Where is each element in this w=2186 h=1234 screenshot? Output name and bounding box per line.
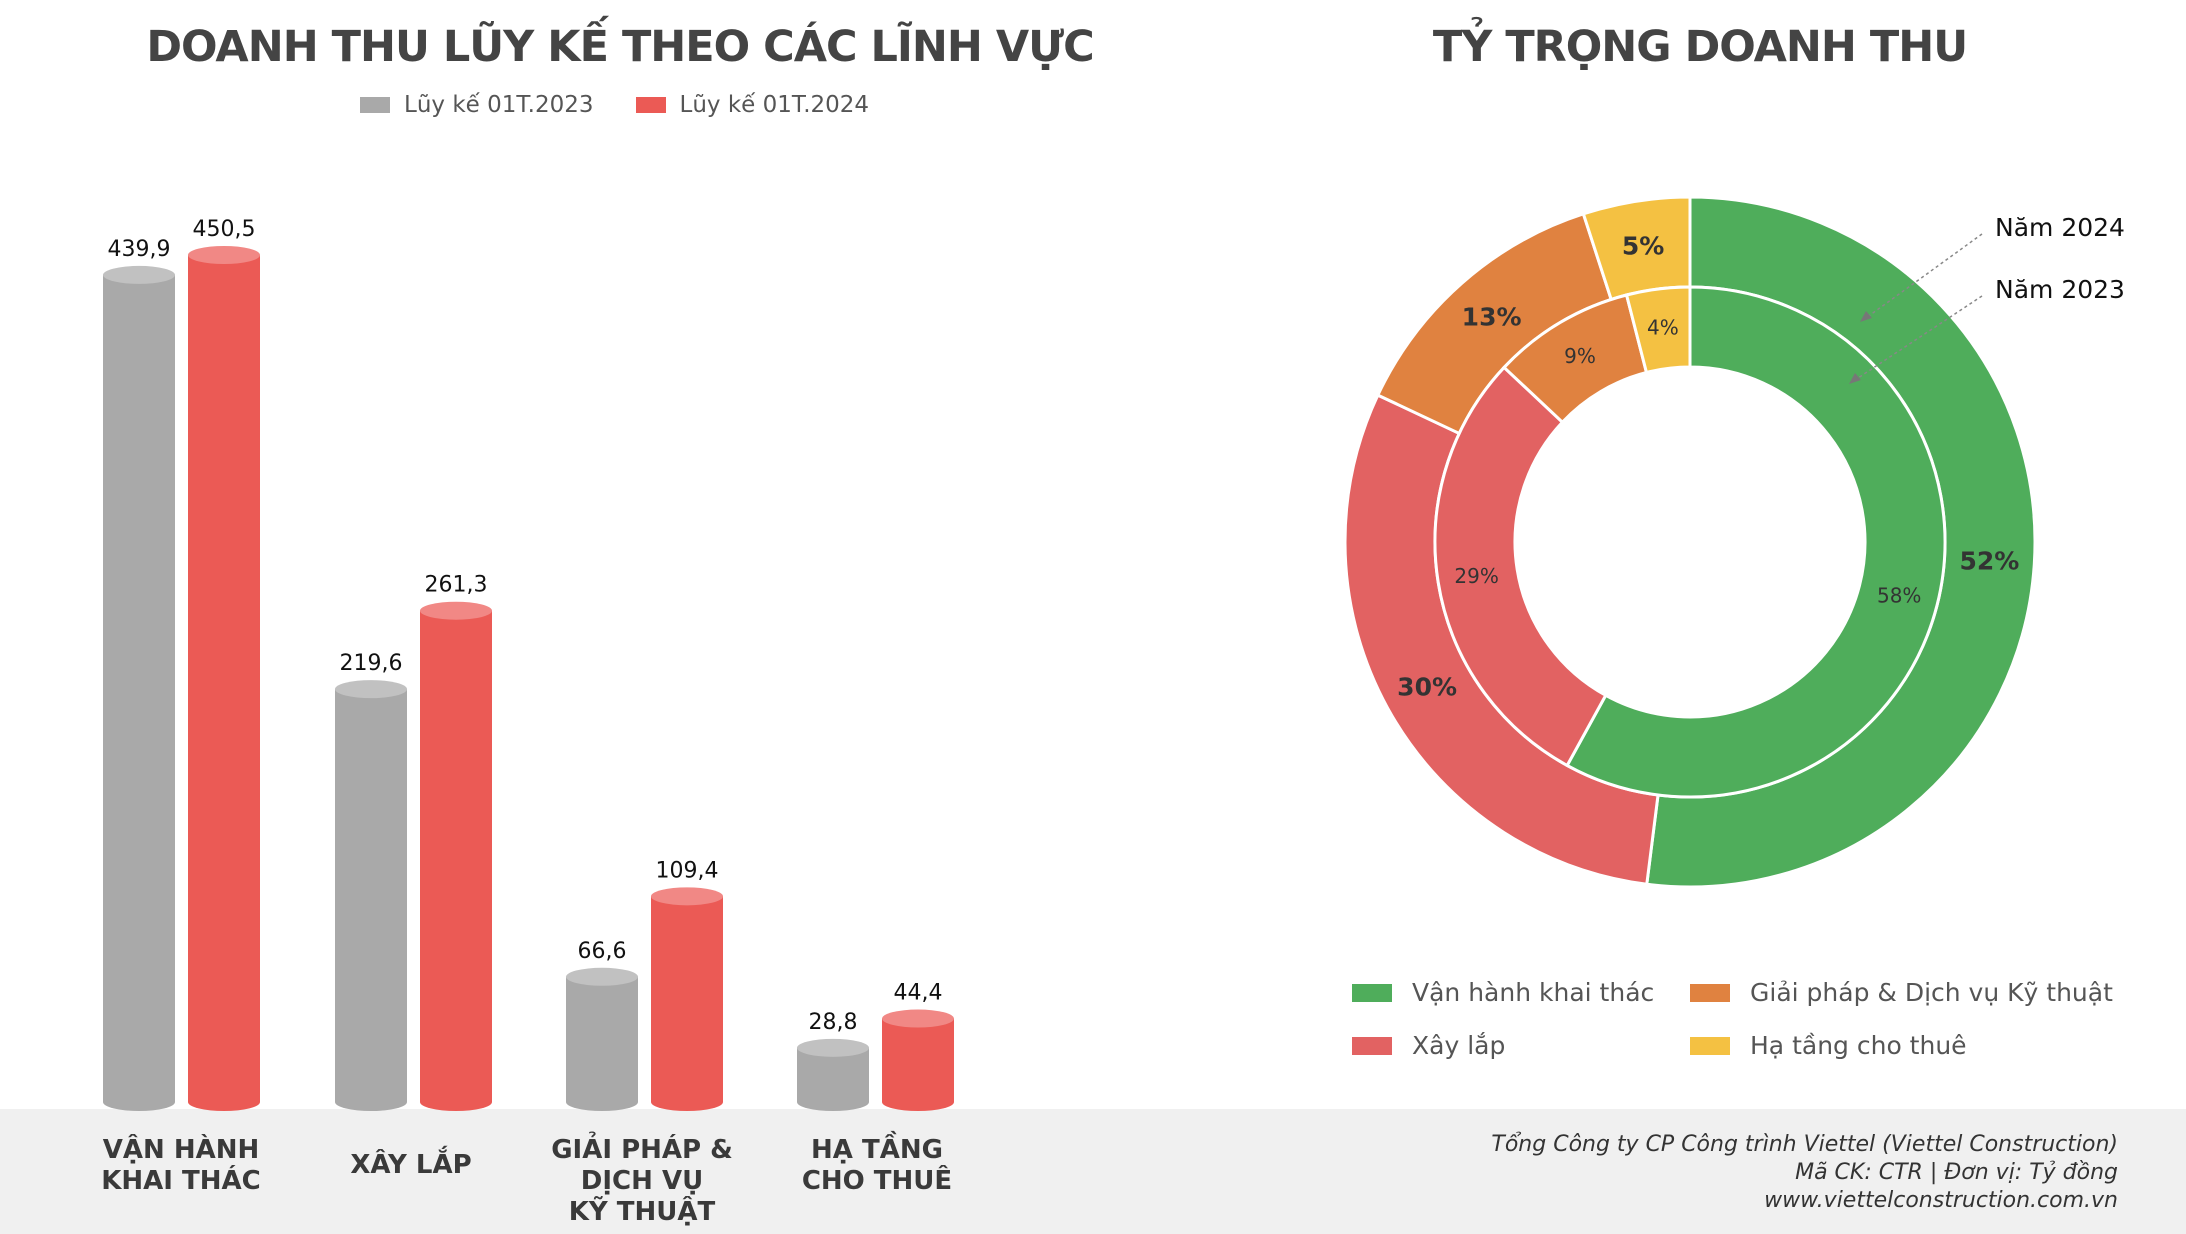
donut-chart-title: TỶ TRỌNG DOANH THU [1432,22,1968,72]
bar-top [188,246,260,264]
bar-2023-3: 28,8 [797,1010,869,1111]
bar-value-label: 109,4 [656,858,719,883]
category-line: KHAI THÁC [101,1166,261,1196]
legend-label: Giải pháp & Dịch vụ Kỹ thuật [1750,978,2113,1007]
legend-swatch-yellow [1690,1036,1730,1055]
legend-label: Vận hành khai thác [1412,978,1655,1007]
bar-top [651,887,723,906]
bar-top [882,1009,954,1028]
legend-label-2023: Lũy kế 01T.2023 [404,92,594,118]
donut-inner-label: 58% [1877,584,1921,608]
ring-pointer-inner-arrow [1849,373,1861,384]
bar-body [882,1018,954,1111]
bar-value-label: 28,8 [809,1010,858,1035]
legend-swatch-red [1352,1036,1392,1055]
bar-value-label: 44,4 [894,981,943,1006]
donut-legend-item-giai-phap: Giải pháp & Dịch vụ Kỹ thuật [1690,978,2113,1007]
footer-band [0,1109,2186,1234]
bar-body [566,976,638,1111]
legend-swatch-green [1352,983,1392,1002]
donut-inner-label: 29% [1454,564,1498,588]
donut-inner-slice-0 [1565,285,1947,799]
donut-inner-slice-1 [1433,365,1608,768]
bar-chart-legend: Lũy kế 01T.2023 Lũy kế 01T.2024 [360,92,869,118]
source-ticker-unit: Mã CK: CTR | Đơn vị: Tỷ đồng [1795,1160,2118,1185]
legend-swatch-orange [1690,983,1730,1002]
bar-top [103,265,175,284]
donut-legend-item-xay-lap: Xây lắp [1352,1031,1505,1060]
donut-outer-label: 30% [1397,672,1457,701]
bar-2023-0: 439,9 [103,237,175,1111]
ring-label-outer: Năm 2024 [1995,213,2125,242]
category-line: KỸ THUẬT [568,1197,716,1227]
bar-2024-0: 450,5 [188,217,260,1111]
donut-inner-slice-3 [1624,285,1692,375]
legend-label: Hạ tầng cho thuê [1750,1031,1967,1060]
bar-2024-3: 44,4 [882,981,954,1111]
ring-pointer-outer-arrow [1860,311,1872,322]
bar-value-label: 219,6 [340,651,403,676]
category-line: HẠ TẦNG [811,1135,943,1165]
category-label-ha-tang: HẠ TẦNG CHO THUÊ [762,1135,992,1197]
category-line: XÂY LẮP [350,1150,472,1180]
bar-body [335,689,407,1111]
bar-body [420,610,492,1111]
bar-value-label: 261,3 [425,573,488,598]
bar-value-label: 450,5 [193,217,256,242]
donut-outer-label: 5% [1622,231,1664,260]
bar-2023-2: 66,6 [566,939,638,1111]
legend-label: Xây lắp [1412,1031,1506,1060]
source-website: www.viettelconstruction.com.vn [1764,1188,2118,1213]
bar-body [797,1047,869,1111]
bar-2024-1: 261,3 [420,573,492,1111]
bar-top [420,601,492,620]
category-label-xay-lap: XÂY LẮP [296,1150,526,1181]
bar-body [188,255,260,1111]
category-line: GIẢI PHÁP & [551,1135,733,1165]
ring-pointer-inner [1854,295,1983,381]
legend-swatch-2024 [635,97,666,113]
donut-inner-label: 4% [1647,316,1679,340]
bar-body [103,274,175,1111]
donut-inner-label: 9% [1564,344,1596,368]
ring-label-inner: Năm 2023 [1995,275,2125,304]
legend-item-2024: Lũy kế 01T.2024 [635,92,870,118]
bar-value-label: 439,9 [108,237,171,262]
source-note: Tổng Công ty CP Công trình Viettel (Viet… [1491,1131,2118,1215]
bar-body [651,896,723,1111]
bar-2023-1: 219,6 [335,651,407,1111]
category-label-van-hanh: VẬN HÀNH KHAI THÁC [66,1135,296,1197]
legend-swatch-2023 [360,97,390,113]
category-line: DỊCH VỤ [580,1166,704,1196]
legend-item-2023: Lũy kế 01T.2023 [360,92,594,118]
category-label-giai-phap: GIẢI PHÁP & DỊCH VỤ KỸ THUẬT [527,1135,757,1228]
bar-top [797,1038,869,1057]
legend-label-2024: Lũy kế 01T.2024 [679,92,870,118]
donut-outer-label: 52% [1959,547,2019,576]
donut-legend-item-van-hanh: Vận hành khai thác [1352,978,1654,1007]
bar-top [566,967,638,986]
category-line: VẬN HÀNH [102,1135,260,1165]
source-company: Tổng Công ty CP Công trình Viettel (Viet… [1491,1132,2118,1157]
category-line: CHO THUÊ [801,1166,953,1196]
bar-top [335,680,407,699]
bar-chart-title: DOANH THU LŨY KẾ THEO CÁC LĨNH VỰC [146,22,1094,72]
donut-outer-label: 13% [1462,303,1522,332]
donut-legend-item-ha-tang: Hạ tầng cho thuê [1690,1031,1967,1060]
bar-value-label: 66,6 [578,939,627,964]
bar-2024-2: 109,4 [651,858,723,1111]
